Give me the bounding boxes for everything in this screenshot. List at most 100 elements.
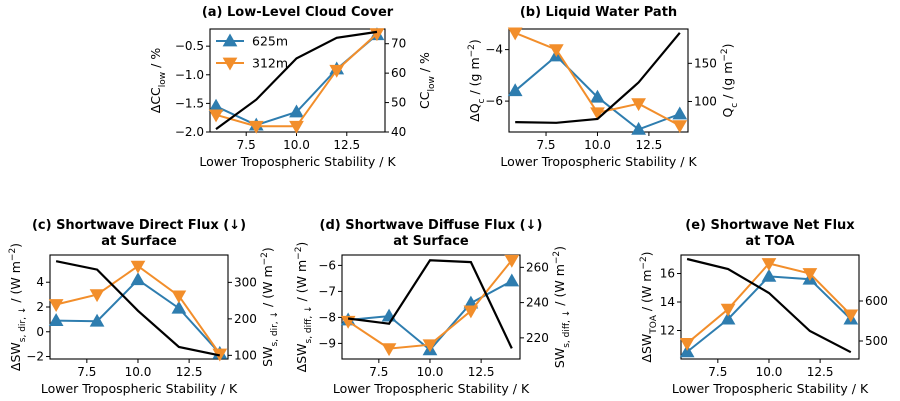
- label-part: −2: [552, 251, 562, 264]
- label-part: ): [8, 243, 23, 248]
- legend-marker-s312: [222, 57, 238, 71]
- point-312m: [802, 268, 818, 282]
- point-625m: [507, 83, 523, 97]
- x-tick-label: 12.5: [468, 365, 495, 379]
- plot-frame: [680, 254, 860, 360]
- label-part: ΔSW: [8, 342, 23, 371]
- label-part: ΔCC: [148, 87, 163, 113]
- chart-title: (b) Liquid Water Path: [520, 5, 677, 20]
- point-312m: [679, 337, 695, 351]
- point-625m: [89, 313, 105, 327]
- label-part: / %: [148, 48, 163, 72]
- label-part: −2: [260, 252, 270, 265]
- x-tick-label: 12.5: [333, 138, 360, 152]
- point-625m: [720, 311, 736, 325]
- point-625m: [289, 104, 304, 118]
- point-312m: [631, 98, 646, 112]
- label-part: / (W m: [294, 260, 309, 306]
- label-part: / (W m: [552, 264, 567, 310]
- point-312m: [463, 305, 479, 319]
- y-left-tick-label: −6: [318, 258, 336, 272]
- x-tick-label: 10.0: [756, 365, 783, 379]
- point-312m: [761, 258, 777, 272]
- y-left-tick-label: 14: [660, 295, 675, 309]
- x-tick-label: 12.5: [807, 365, 834, 379]
- x-tick-label: 7.5: [708, 365, 727, 379]
- x-tick-label: 7.5: [237, 138, 256, 152]
- label-part: TOA: [649, 314, 659, 334]
- point-625m: [631, 121, 646, 135]
- x-tick-label: 7.5: [77, 365, 96, 379]
- point-312m: [329, 64, 345, 78]
- chart-title: at Surface: [393, 234, 469, 249]
- x-axis-label: Lower Tropospheric Stability / K: [333, 381, 530, 396]
- point-312m: [672, 120, 688, 134]
- x-tick-label: 10.0: [125, 365, 152, 379]
- label-part: c: [477, 98, 487, 103]
- series-line-312m: [347, 259, 513, 350]
- point-625m: [171, 300, 187, 314]
- label-part: ΔSW: [294, 343, 309, 372]
- y-left-axis-label: ΔSWs, diff, ↓ / (W m−2): [294, 242, 314, 373]
- plot-frame: [508, 28, 689, 133]
- point-312m: [289, 120, 304, 134]
- label-part: s, diff, ↓: [304, 305, 314, 343]
- label-part: low: [427, 76, 437, 91]
- y-right-tick-label: 260: [526, 260, 549, 274]
- y-left-tick-label: −1.5: [175, 96, 204, 110]
- y-right-axis-label: SWs, diff, ↓ / (W m−2): [552, 246, 572, 368]
- y-right-tick-label: 70: [391, 37, 406, 51]
- y-left-axis-label: ΔSWTOA / (W m−2): [639, 251, 659, 362]
- y-right-tick-label: 240: [526, 296, 549, 310]
- label-part: ): [260, 247, 275, 252]
- label-part: ): [552, 246, 567, 251]
- label-part: −2: [639, 256, 649, 269]
- chart-title: at TOA: [745, 234, 794, 249]
- point-625m: [48, 313, 64, 326]
- label-part: ΔQ: [467, 103, 482, 122]
- label-part: c: [730, 103, 740, 108]
- point-312m: [208, 109, 224, 123]
- label-part: s, diff, ↓: [562, 310, 572, 348]
- point-625m: [761, 268, 777, 282]
- point-312m: [48, 299, 64, 313]
- label-part: / (W m: [8, 261, 23, 307]
- label-part: / (W m: [639, 270, 654, 316]
- chart-title: (a) Low-Level Cloud Cover: [202, 5, 394, 20]
- y-left-tick-label: −0.5: [175, 39, 204, 53]
- y-left-tick-label: −8: [318, 310, 336, 324]
- series-line-625m: [56, 278, 221, 355]
- point-312m: [590, 107, 605, 121]
- label-part: CC: [417, 91, 432, 109]
- panel-b: (b) Liquid Water Path 7.5 10.0 12.5 Lower Tr…: [467, 5, 740, 169]
- x-tick-label: 12.5: [636, 138, 663, 152]
- label-part: −2: [720, 48, 730, 61]
- point-312m: [507, 27, 523, 41]
- point-625m: [504, 273, 520, 287]
- point-312m: [171, 290, 187, 304]
- label-part: SW: [260, 347, 275, 367]
- y-left-tick-label: −4: [485, 43, 503, 57]
- point-625m: [208, 98, 224, 112]
- chart-title: at Surface: [101, 234, 177, 249]
- y-right-tick-label: 500: [865, 334, 888, 348]
- chart-title: (d) Shortwave Diffuse Flux (↓): [320, 218, 543, 233]
- y-right-tick-label: 100: [694, 94, 717, 108]
- point-312m: [89, 289, 105, 303]
- x-axis-label: Lower Tropospheric Stability / K: [500, 154, 697, 169]
- y-right-axis-label: CClow / %: [417, 52, 437, 109]
- y-left-tick-label: −2: [26, 350, 44, 364]
- point-625m: [679, 344, 695, 358]
- y-left-tick-label: 4: [36, 275, 44, 289]
- point-312m: [422, 339, 438, 353]
- y-left-tick-label: 2: [36, 300, 44, 314]
- x-axis-label: Lower Tropospheric Stability / K: [41, 381, 238, 396]
- y-left-tick-label: −9: [318, 336, 336, 350]
- y-left-tick-label: 16: [660, 267, 675, 281]
- y-left-tick-label: 0: [36, 325, 44, 339]
- point-625m: [672, 106, 688, 120]
- y-left-axis-label: ΔSWs, dir, ↓ / (W m−2): [8, 243, 28, 371]
- point-312m: [548, 44, 564, 58]
- label-part: −2: [294, 247, 304, 260]
